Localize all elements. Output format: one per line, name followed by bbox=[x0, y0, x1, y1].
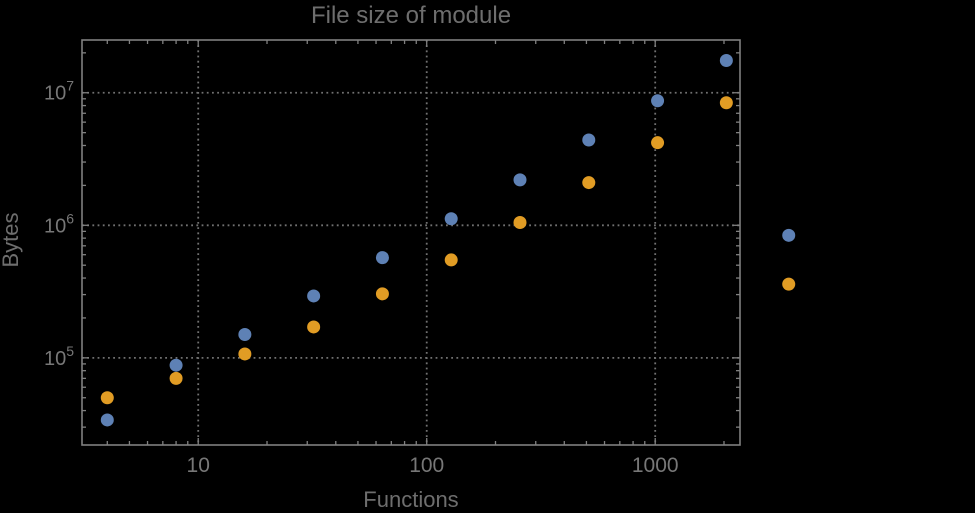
data-point-series-2-orange bbox=[651, 136, 665, 150]
x-axis-label: Functions bbox=[363, 487, 459, 512]
plot-frame bbox=[81, 39, 741, 446]
data-point-series-2-orange bbox=[719, 96, 733, 110]
data-point-series-1-blue bbox=[238, 327, 252, 341]
data-point-series-2-orange bbox=[238, 347, 252, 361]
y-tick-label: 107 bbox=[44, 78, 74, 105]
data-point-series-2-orange bbox=[444, 253, 458, 267]
data-point-series-1-blue bbox=[169, 358, 183, 372]
y-tick-label: 106 bbox=[44, 210, 74, 237]
data-point-series-1-blue bbox=[513, 173, 527, 187]
y-axis-label: Bytes bbox=[0, 212, 23, 268]
data-point-series-1-blue bbox=[582, 133, 596, 147]
data-point-series-2-orange bbox=[375, 287, 389, 301]
data-point-series-2-orange bbox=[169, 371, 183, 385]
data-point-series-2-orange bbox=[100, 391, 114, 405]
data-point-series-2-orange bbox=[513, 215, 527, 229]
data-point-series-2-orange bbox=[307, 320, 321, 334]
chart-title: File size of module bbox=[310, 2, 512, 29]
x-tick-label: 100 bbox=[409, 454, 444, 477]
x-tick-label: 1000 bbox=[632, 454, 679, 477]
y-tick-label: 105 bbox=[44, 343, 74, 370]
data-point-series-1-blue bbox=[444, 212, 458, 226]
data-point-series-1-blue bbox=[651, 94, 665, 108]
data-point-series-1-blue bbox=[100, 413, 114, 427]
data-point-series-1-blue bbox=[375, 251, 389, 265]
data-point-series-1-blue bbox=[307, 289, 321, 303]
x-tick-label: 10 bbox=[187, 454, 210, 477]
data-point-series-2-orange bbox=[782, 277, 796, 291]
data-point-series-1-blue bbox=[782, 228, 796, 242]
data-point-series-1-blue bbox=[719, 54, 733, 68]
data-point-series-2-orange bbox=[582, 176, 596, 190]
